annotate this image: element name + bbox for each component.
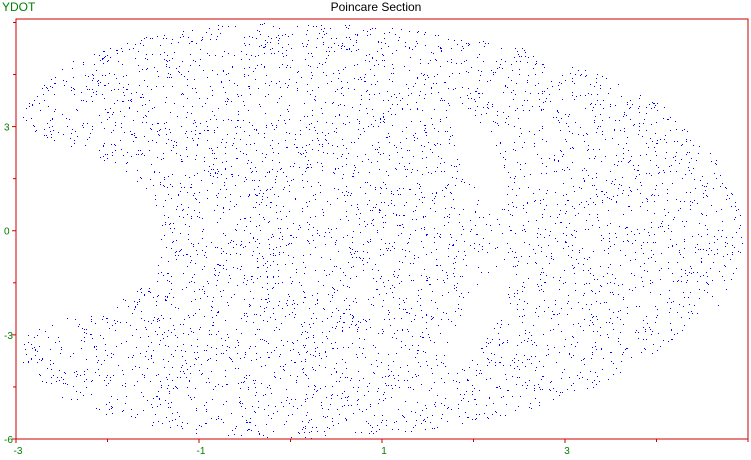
x-tick-label: -1 [197, 446, 206, 457]
chart-title: Poincare Section [331, 0, 422, 14]
y-tick-label: 3 [4, 123, 10, 134]
scatter-points [23, 23, 743, 439]
x-tick-label: 1 [381, 446, 387, 457]
y-axis-label: YDOT [2, 0, 36, 14]
y-axis-ticks: -6 -3 0 3 [4, 21, 16, 446]
y-tick-label: 0 [4, 227, 10, 238]
plot-frame [15, 18, 749, 440]
y-tick-label: -3 [4, 331, 13, 342]
x-tick-label: 3 [564, 446, 570, 457]
x-tick-label: -3 [14, 446, 23, 457]
x-axis-ticks: -3 -1 1 3 [14, 439, 749, 457]
y-tick-label: -6 [4, 435, 13, 446]
scatter-point-cloud [23, 23, 743, 439]
